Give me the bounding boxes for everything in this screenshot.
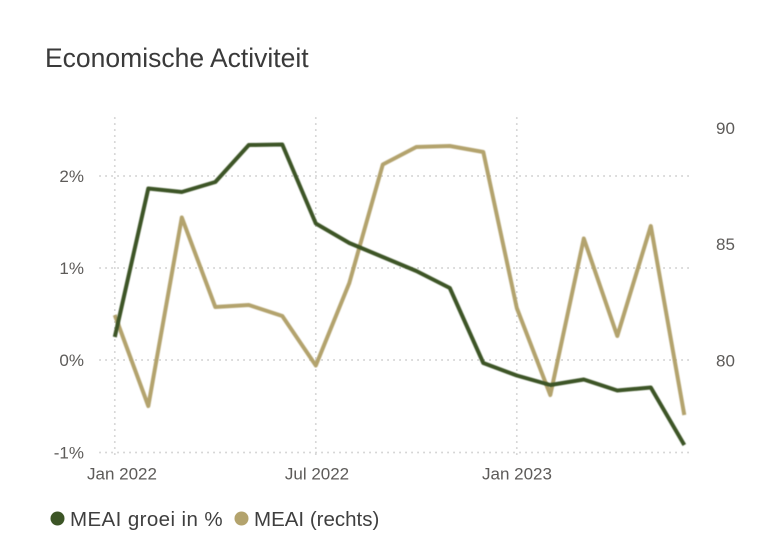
svg-text:Jul 2022: Jul 2022: [285, 465, 349, 484]
svg-text:90: 90: [716, 119, 735, 138]
svg-text:0%: 0%: [59, 351, 84, 370]
svg-text:Jan 2023: Jan 2023: [482, 465, 552, 484]
svg-text:MEAI (rechts): MEAI (rechts): [254, 508, 379, 531]
svg-text:80: 80: [716, 352, 735, 371]
svg-text:1%: 1%: [59, 259, 84, 278]
svg-text:85: 85: [716, 235, 735, 254]
svg-text:MEAI groei in %: MEAI groei in %: [70, 508, 223, 531]
svg-text:2%: 2%: [59, 167, 84, 186]
svg-text:-1%: -1%: [54, 444, 84, 463]
svg-text:Jan 2022: Jan 2022: [87, 465, 157, 484]
